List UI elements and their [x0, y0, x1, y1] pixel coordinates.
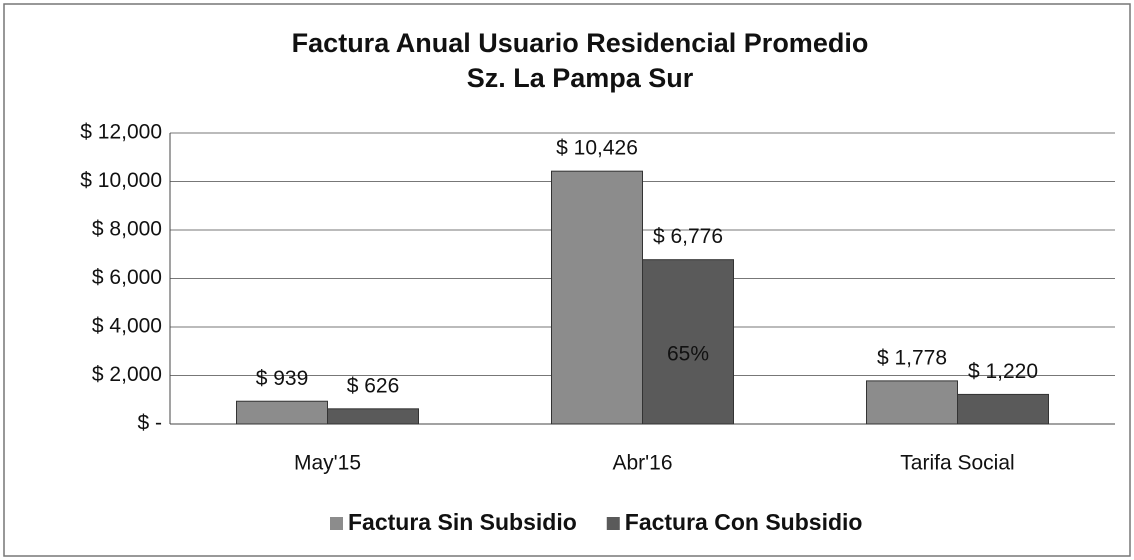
y-tick-label: $ 10,000 — [80, 169, 162, 192]
annotation: 65% — [667, 343, 709, 366]
value-label: $ 939 — [256, 367, 309, 390]
chart-title: Factura Anual Usuario Residencial Promed… — [292, 28, 869, 58]
y-tick-label: $ - — [137, 412, 162, 435]
bar — [327, 408, 419, 425]
x-tick-label: Tarifa Social — [900, 452, 1014, 475]
bar — [551, 170, 643, 425]
y-tick-label: $ 2,000 — [92, 363, 162, 386]
bar — [642, 259, 734, 425]
x-tick-label: Abr'16 — [612, 452, 672, 475]
value-label: $ 1,778 — [877, 346, 947, 369]
legend-swatch — [330, 517, 343, 530]
bar — [957, 393, 1049, 425]
value-label: $ 626 — [347, 374, 400, 397]
legend-label: Factura Con Subsidio — [625, 509, 863, 535]
legend-label: Factura Sin Subsidio — [348, 509, 577, 535]
chart-subtitle: Sz. La Pampa Sur — [467, 63, 694, 93]
value-label: $ 6,776 — [653, 225, 723, 248]
value-label: $ 1,220 — [968, 360, 1038, 383]
bar — [866, 380, 958, 425]
chart-border — [3, 3, 1131, 557]
y-tick-label: $ 8,000 — [92, 218, 162, 241]
bar — [236, 400, 328, 425]
y-tick-label: $ 12,000 — [80, 121, 162, 144]
x-tick-label: May'15 — [294, 452, 361, 475]
y-tick-label: $ 6,000 — [92, 266, 162, 289]
y-tick-label: $ 4,000 — [92, 315, 162, 338]
legend-swatch — [606, 517, 620, 530]
value-label: $ 10,426 — [556, 137, 638, 160]
